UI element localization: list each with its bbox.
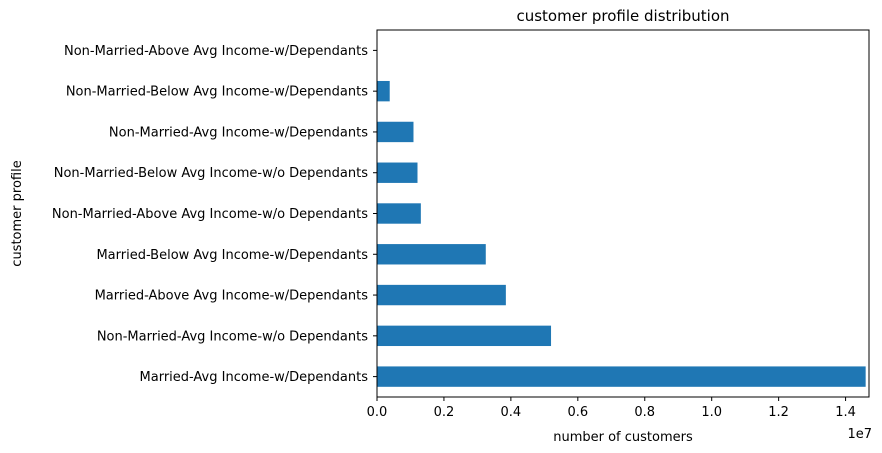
x-tick-label: 0.4: [501, 405, 522, 420]
x-tick-label: 1.4: [835, 405, 856, 420]
x-tick-label: 0.6: [567, 405, 588, 420]
y-tick-label: Non-Married-Avg Income-w/Dependants: [109, 125, 368, 140]
bar: [377, 325, 552, 347]
bar: [377, 162, 418, 183]
bar: [377, 284, 506, 306]
x-axis-ticks: 0.0 0.2 0.4 0.6 0.8 1.0 1.2 1.4: [367, 397, 856, 420]
bars-group: [377, 80, 866, 387]
bar: [377, 80, 390, 102]
y-tick-label: Married-Below Avg Income-w/Dependants: [96, 248, 368, 263]
x-tick-label: 1.0: [701, 405, 722, 420]
x-tick-label: 1.2: [768, 405, 789, 420]
y-tick-label: Married-Avg Income-w/Dependants: [140, 370, 369, 385]
y-tick-label: Non-Married-Below Avg Income-w/o Dependa…: [54, 166, 368, 181]
x-axis-offset-label: 1e7: [847, 427, 872, 442]
bar: [377, 366, 866, 387]
x-axis-label: number of customers: [553, 430, 693, 445]
x-tick-label: 0.8: [634, 405, 655, 420]
y-tick-label: Non-Married-Above Avg Income-w/Dependant…: [64, 44, 368, 59]
bar: [377, 121, 414, 143]
y-axis-label: customer profile: [10, 160, 25, 266]
y-tick-label: Non-Married-Below Avg Income-w/Dependant…: [66, 85, 368, 100]
y-tick-label: Non-Married-Avg Income-w/o Dependants: [97, 329, 368, 344]
y-tick-label: Non-Married-Above Avg Income-w/o Dependa…: [52, 207, 368, 222]
y-tick-label: Married-Above Avg Income-w/Dependants: [95, 289, 369, 304]
x-tick-label: 0.2: [434, 405, 455, 420]
x-tick-label: 0.0: [367, 405, 388, 420]
y-axis-ticks: Married-Avg Income-w/Dependants Non-Marri…: [52, 44, 377, 385]
bar: [377, 203, 421, 224]
chart-title: customer profile distribution: [516, 7, 729, 25]
plot-frame: [376, 29, 870, 398]
bar: [377, 244, 486, 265]
